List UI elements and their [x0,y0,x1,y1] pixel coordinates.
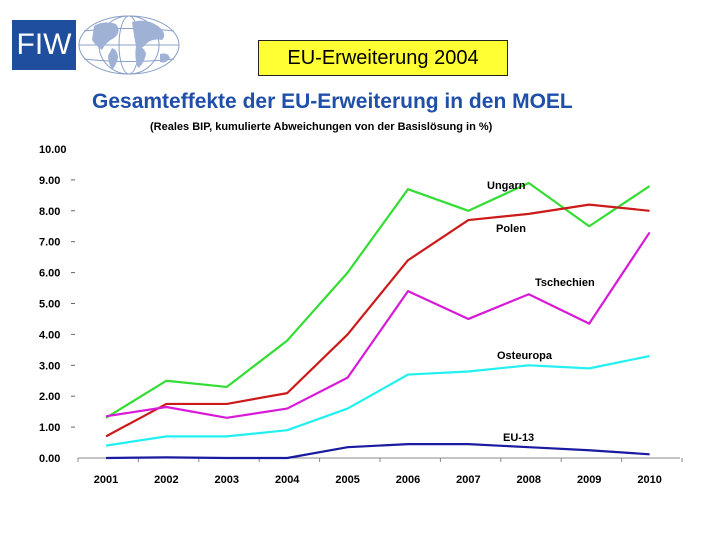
x-tick-label: 2002 [154,474,178,486]
x-tick-label: 2007 [456,474,480,486]
series-label-ungarn: Ungarn [487,180,526,192]
x-tick-label: 2005 [335,474,359,486]
y-tick-label: 7.00 [39,237,60,249]
series-label-polen: Polen [496,223,526,235]
globe-icon [78,15,180,75]
series-line-tschechien [105,231,651,419]
series-lines [105,181,651,460]
fiw-logo: FIW [12,14,180,76]
x-axis: 2001 2002 2003 2004 2005 2006 2007 2008 2009 2010 [77,457,683,486]
y-tick-label: 3.00 [39,360,60,372]
x-tick-label: 2009 [577,474,601,486]
x-tick-label: 2006 [396,474,420,486]
y-tick-label: 1.00 [39,422,60,434]
x-tick-label: 2003 [215,474,239,486]
series-label-osteuropa: Osteuropa [497,350,553,362]
series-labels: Ungarn Polen Tschechien Osteuropa EU-13 [487,180,595,444]
series-line-polen [105,203,650,438]
y-tick-label: 4.00 [39,329,60,341]
x-tick-label: 2001 [94,474,118,486]
y-tick-label: 6.00 [39,268,60,280]
series-line-osteuropa [105,354,650,447]
x-tick-label: 2010 [637,474,661,486]
y-tick-label: 10.00 [39,144,67,156]
header-title: EU-Erweiterung 2004 [258,40,508,76]
chart-subtitle: (Reales BIP, kumulierte Abweichungen von… [150,121,493,133]
series-line-ungarn [105,181,651,419]
y-axis: 0.00 1.00 2.00 3.00 4.00 5.00 6.00 7.00 8.00 9.00… [39,144,75,465]
x-tick-label: 2008 [517,474,541,486]
chart-title: Gesamteffekte der EU-Erweiterung in den … [92,90,573,113]
y-tick-label: 2.00 [39,391,60,403]
y-tick-label: 8.00 [39,206,60,218]
y-tick-label: 0.00 [39,453,60,465]
series-label-eu-13: EU-13 [503,432,534,444]
series-line-eu-13 [105,442,650,460]
y-tick-label: 9.00 [39,175,60,187]
series-label-tschechien: Tschechien [535,277,595,289]
x-tick-label: 2004 [275,474,300,486]
logo-text: FIW [12,20,76,70]
y-tick-label: 5.00 [39,299,60,311]
